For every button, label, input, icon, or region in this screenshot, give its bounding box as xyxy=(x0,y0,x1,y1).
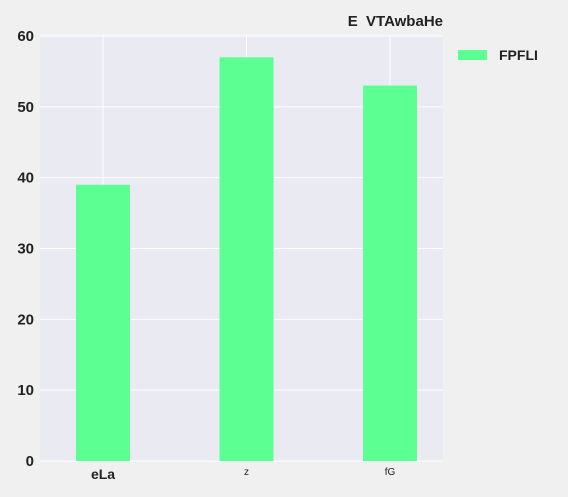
y-tick-label-20: 20 xyxy=(17,311,34,328)
legend: FPFLI xyxy=(458,47,538,63)
y-tick-label-50: 50 xyxy=(17,99,34,116)
x-tick-label-fG: fG xyxy=(385,467,396,478)
legend-swatch-fpfli xyxy=(458,50,487,60)
x-tick-label-eLa: eLa xyxy=(91,466,115,482)
bar-eLa xyxy=(76,184,130,461)
bars xyxy=(76,57,417,461)
y-tick-label-60: 60 xyxy=(17,28,34,45)
bar-z xyxy=(219,57,274,461)
y-tick-label-10: 10 xyxy=(17,382,34,399)
legend-label-fpfli: FPFLI xyxy=(499,47,538,63)
y-axis-tick-labels: 0 10 20 30 40 50 60 xyxy=(17,28,34,470)
bar-fG xyxy=(363,85,417,461)
chart-title: E VTAwbaHe xyxy=(348,13,443,30)
y-tick-label-30: 30 xyxy=(17,241,34,258)
y-tick-label-40: 40 xyxy=(17,170,34,187)
x-tick-label-z: z xyxy=(244,467,249,478)
y-tick-label-0: 0 xyxy=(26,453,34,470)
x-axis-tick-labels: eLa z fG xyxy=(91,466,396,482)
